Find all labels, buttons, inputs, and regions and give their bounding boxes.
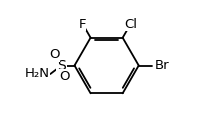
- Text: H₂N: H₂N: [25, 67, 50, 80]
- Text: O: O: [49, 48, 59, 61]
- Text: Br: Br: [155, 59, 169, 72]
- Text: S: S: [57, 59, 66, 72]
- Text: O: O: [59, 70, 69, 83]
- Text: F: F: [78, 18, 86, 31]
- Text: Cl: Cl: [125, 18, 138, 31]
